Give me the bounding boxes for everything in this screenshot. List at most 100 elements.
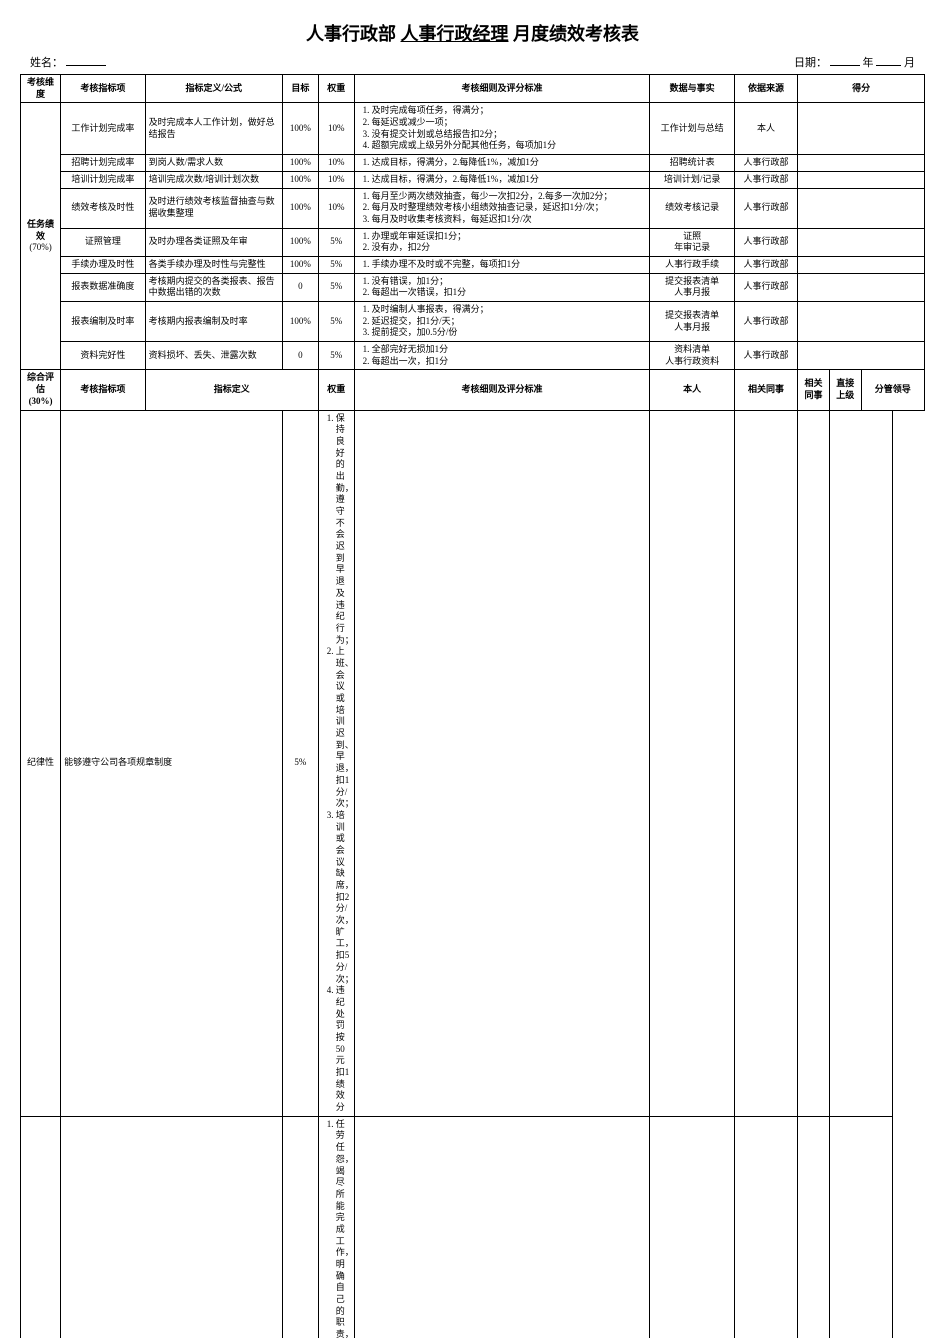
weight-cell: 5% <box>318 273 354 301</box>
score-cell <box>798 1116 830 1338</box>
title-post: 月度绩效考核表 <box>513 24 639 44</box>
weight-cell: 10% <box>282 1116 318 1338</box>
score-cell <box>798 256 925 273</box>
h3-weight: 权重 <box>318 370 354 410</box>
target-cell: 100% <box>282 228 318 256</box>
def-cell: 培训完成次数/培训计划次数 <box>145 171 282 188</box>
month-blank <box>876 54 901 66</box>
dim1-cell: 任务绩效(70%) <box>21 103 61 370</box>
score-cell <box>798 171 925 188</box>
h3-peer: 相关同事 <box>734 370 797 410</box>
h3-peer2: 相关同事 <box>798 370 830 410</box>
title-mid: 人事行政经理 <box>401 24 509 44</box>
def-cell: 考核期内提交的各类报表、报告中数据出错的次数 <box>145 273 282 301</box>
item-cell: 资料完好性 <box>61 342 145 370</box>
page-title: 人事行政部 人事行政经理 月度绩效考核表 <box>20 20 925 46</box>
target-cell: 0 <box>282 342 318 370</box>
item-cell: 培训计划完成率 <box>61 171 145 188</box>
score-cell <box>829 410 892 1116</box>
data-cell: 提交报表清单人事月报 <box>650 302 734 342</box>
target-cell: 100% <box>282 171 318 188</box>
h2-def: 指标定义/公式 <box>145 75 282 103</box>
rule-cell: 及时编制人事报表，得满分；延迟提交，扣1分/天；提前提交，加0.5分/份 <box>354 302 650 342</box>
header-row-2: 综合评估 (30%) 考核指标项 指标定义 权重 考核细则及评分标准 本人 相关… <box>21 370 925 410</box>
table-row: 资料完好性资料损坏、丢失、泄露次数05%全部完好无损加1分每超出一次，扣1分资料… <box>21 342 925 370</box>
table-row: 证照管理及时办理各类证照及年审100%5%办理或年审延误扣1分；没有办，扣2分证… <box>21 228 925 256</box>
rule-cell: 达成目标，得满分，2.每降低1%，减加1分 <box>354 171 650 188</box>
table-row: 手续办理及时性各类手续办理及时性与完整性100%5%手续办理不及时或不完整，每项… <box>21 256 925 273</box>
score-cell <box>798 302 925 342</box>
def-cell: 资料损坏、丢失、泄露次数 <box>145 342 282 370</box>
def-cell: 能够对自己的行为和后果负责 <box>61 1116 283 1338</box>
score-cell <box>798 155 925 172</box>
weight-cell: 5% <box>318 342 354 370</box>
table-row: 培训计划完成率培训完成次数/培训计划次数100%10%达成目标，得满分，2.每降… <box>21 171 925 188</box>
h3-rule: 考核细则及评分标准 <box>354 370 650 410</box>
h2-dim: 考核维度 <box>21 75 61 103</box>
score-cell <box>354 410 650 1116</box>
date-label: 日期： <box>794 57 827 69</box>
weight-cell: 5% <box>318 256 354 273</box>
item-cell: 工作计划完成率 <box>61 103 145 155</box>
table-row: 任务绩效(70%)工作计划完成率及时完成本人工作计划，做好总结报告100%10%… <box>21 103 925 155</box>
target-cell: 100% <box>282 188 318 228</box>
rule-cell: 手续办理不及时或不完整，每项扣1分 <box>354 256 650 273</box>
def-cell: 及时进行绩效考核监督抽查与数据收集整理 <box>145 188 282 228</box>
source-cell: 本人 <box>734 103 797 155</box>
target-cell: 100% <box>282 302 318 342</box>
weight-cell: 10% <box>318 171 354 188</box>
data-cell: 资料清单人事行政资料 <box>650 342 734 370</box>
data-cell: 培训计划/记录 <box>650 171 734 188</box>
name-blank <box>66 54 106 66</box>
source-cell: 人事行政部 <box>734 228 797 256</box>
data-cell: 人事行政手续 <box>650 256 734 273</box>
score-cell <box>798 228 925 256</box>
target-cell: 100% <box>282 103 318 155</box>
rule-cell: 及时完成每项任务，得满分；每延迟或减少一项；没有提交计划或总结报告扣2分；超额完… <box>354 103 650 155</box>
item-cell: 绩效考核及时性 <box>61 188 145 228</box>
table-row: 绩效考核及时性及时进行绩效考核监督抽查与数据收集整理100%10%每月至少两次绩… <box>21 188 925 228</box>
score-cell <box>829 1116 892 1338</box>
source-cell: 人事行政部 <box>734 302 797 342</box>
source-cell: 人事行政部 <box>734 273 797 301</box>
table-row: 报表编制及时率考核期内报表编制及时率100%5%及时编制人事报表，得满分；延迟提… <box>21 302 925 342</box>
rule-cell: 任劳任怨，竭尽所能完成工作，明确自己的职责，自觉对自己的行为及后果负责，记10分… <box>318 1116 354 1338</box>
month-label: 月 <box>904 57 915 69</box>
data-cell: 证照年审记录 <box>650 228 734 256</box>
rule-cell: 保持良好的出勤，遵守不会迟到早退及违纪行为；上班、会议或培训迟到、早退，扣1分/… <box>318 410 354 1116</box>
score-cell <box>650 410 734 1116</box>
title-pre: 人事行政部 <box>306 24 396 44</box>
dim2-weight: (30%) <box>24 396 57 408</box>
rule-cell: 办理或年审延误扣1分；没有办，扣2分 <box>354 228 650 256</box>
h2-item: 考核指标项 <box>61 75 145 103</box>
score-cell <box>650 1116 734 1338</box>
score-cell <box>798 188 925 228</box>
table-row: 纪律性能够遵守公司各项规章制度5%保持良好的出勤，遵守不会迟到早退及违纪行为；上… <box>21 410 925 1116</box>
weight-cell: 5% <box>318 228 354 256</box>
h2-score: 得分 <box>798 75 925 103</box>
h2-target: 目标 <box>282 75 318 103</box>
source-cell: 人事行政部 <box>734 155 797 172</box>
h2-source: 依据来源 <box>734 75 797 103</box>
rule-cell: 每月至少两次绩效抽查，每少一次扣2分，2.每多一次加2分；每月及时整理绩效考核小… <box>354 188 650 228</box>
score-cell <box>354 1116 650 1338</box>
h2-rule: 考核细则及评分标准 <box>354 75 650 103</box>
year-label: 年 <box>863 57 874 69</box>
source-cell: 人事行政部 <box>734 171 797 188</box>
item-cell: 责任心 <box>21 1116 61 1338</box>
weight-cell: 5% <box>282 410 318 1116</box>
weight-cell: 10% <box>318 103 354 155</box>
dim2-name: 综合评估 <box>24 372 57 395</box>
h2-weight: 权重 <box>318 75 354 103</box>
item-cell: 报表数据准确度 <box>61 273 145 301</box>
def-cell: 能够遵守公司各项规章制度 <box>61 410 283 1116</box>
year-blank <box>830 54 860 66</box>
h3-sup: 直接上级 <box>829 370 861 410</box>
source-cell: 人事行政部 <box>734 256 797 273</box>
score-cell <box>798 273 925 301</box>
item-cell: 纪律性 <box>21 410 61 1116</box>
table-row: 责任心能够对自己的行为和后果负责10%任劳任怨，竭尽所能完成工作，明确自己的职责… <box>21 1116 925 1338</box>
score-cell <box>798 342 925 370</box>
weight-cell: 10% <box>318 155 354 172</box>
score-cell <box>798 410 830 1116</box>
